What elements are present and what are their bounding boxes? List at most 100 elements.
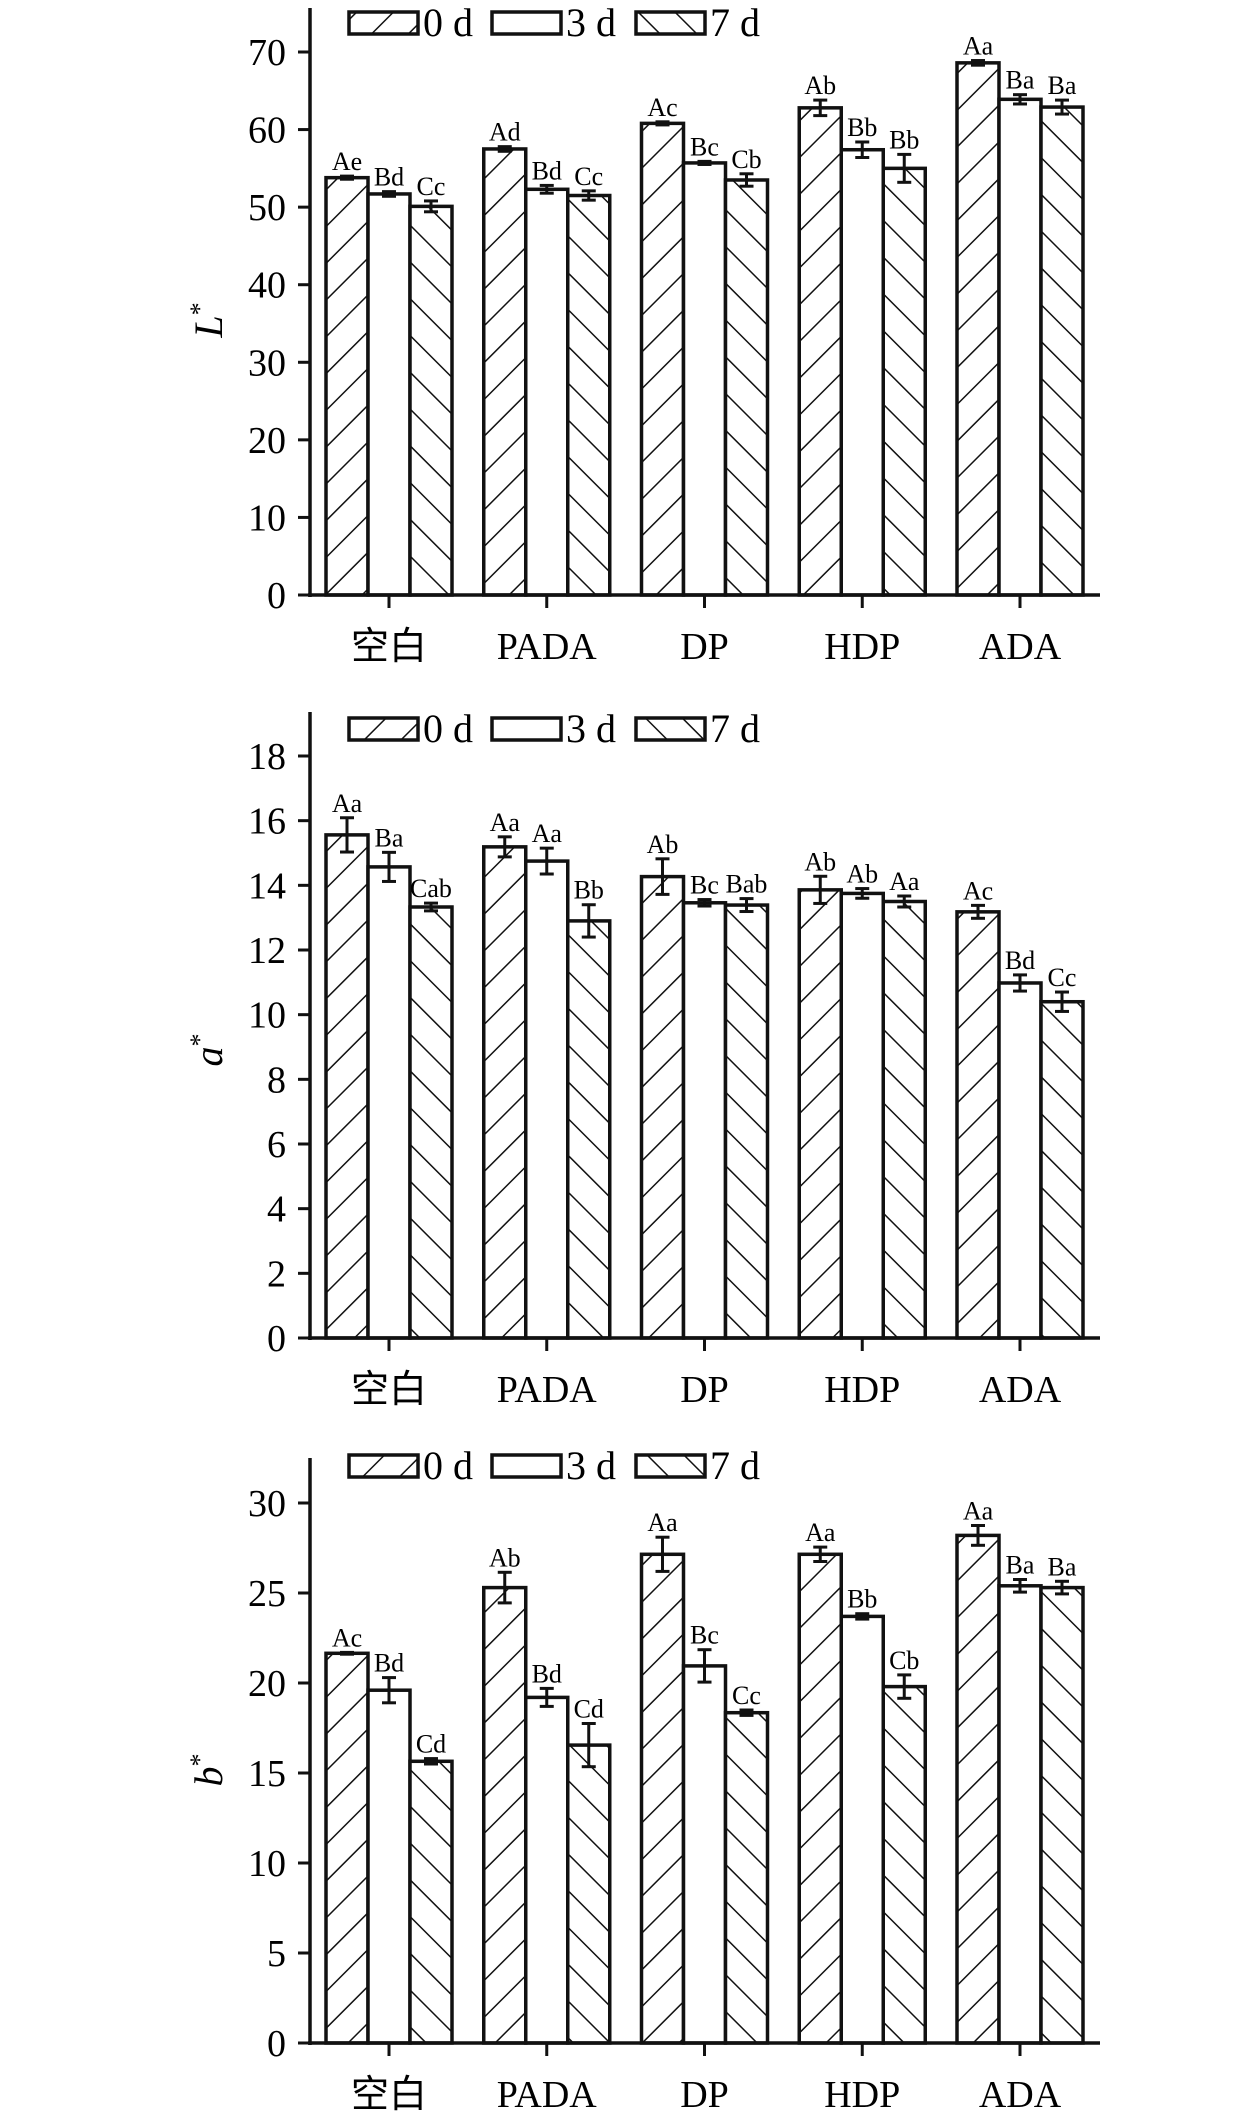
error-bar (497, 145, 512, 153)
y-tick-label: 20 (248, 420, 286, 462)
bar (408, 905, 454, 1340)
y-tick-label: 15 (248, 1753, 286, 1795)
legend-swatch (347, 1453, 420, 1479)
x-tick-label: HDP (824, 626, 900, 668)
x-tick-label: DP (680, 2074, 729, 2116)
error-bar (581, 903, 596, 939)
bar (324, 833, 370, 1340)
error-bar (655, 1535, 670, 1573)
error-bar (581, 189, 596, 202)
bar (408, 1759, 454, 2045)
bar (797, 1552, 843, 2045)
significance-label: Cc (732, 1681, 761, 1710)
bar (881, 1684, 927, 2045)
significance-label: Ad (489, 118, 521, 147)
significance-label: Cd (416, 1730, 446, 1759)
bar (566, 919, 612, 1340)
error-bar (497, 835, 512, 859)
significance-label: Aa (647, 1508, 678, 1537)
y-tick-label: 10 (248, 995, 286, 1037)
y-axis-label-text: L (186, 315, 231, 338)
significance-label: Ac (332, 1623, 362, 1652)
bar (839, 147, 885, 597)
error-bar (971, 1524, 985, 1547)
bar (955, 1533, 1001, 2045)
error-bar (1013, 1578, 1027, 1594)
bar (955, 910, 1001, 1340)
bar (723, 903, 770, 1340)
significance-label: Bc (690, 132, 719, 161)
bar (639, 121, 686, 597)
y-tick-label: 50 (248, 187, 286, 229)
error-bar (581, 1722, 596, 1769)
error-bar (813, 1545, 828, 1563)
legend-label: 7 d (710, 1443, 760, 1488)
bar (366, 192, 412, 597)
x-tick-label: HDP (824, 2074, 900, 2116)
significance-label: Cc (417, 172, 446, 201)
significance-label: Bb (847, 1585, 877, 1614)
y-tick-label: 10 (248, 1843, 286, 1885)
error-bar (813, 98, 828, 118)
x-tick-label: DP (680, 626, 729, 668)
significance-label: Ab (846, 860, 878, 889)
significance-label: Bd (532, 1659, 562, 1688)
significance-label: Bc (690, 871, 719, 900)
error-bar (697, 1648, 712, 1684)
y-tick-label: 60 (248, 110, 286, 152)
bar (723, 178, 770, 597)
error-bar (497, 1570, 512, 1605)
bar (997, 1584, 1043, 2045)
y-tick-label: 5 (267, 1933, 286, 1975)
y-tick-label: 16 (248, 801, 286, 843)
legend-label: 0 d (423, 0, 473, 45)
error-bar (340, 816, 354, 854)
error-bar (739, 897, 754, 914)
y-axis-label: L* (185, 302, 231, 338)
significance-label: Bd (532, 156, 562, 185)
significance-label: Cc (1048, 963, 1077, 992)
bar (566, 193, 612, 597)
error-bar (539, 846, 554, 876)
error-bar (655, 120, 670, 127)
significance-label: Cb (889, 1646, 919, 1675)
error-bar (340, 174, 354, 181)
legend: 0 d 3 d 7 d (347, 1443, 760, 1488)
significance-label: Aa (332, 789, 363, 818)
significance-label: Ae (332, 147, 362, 176)
error-bar (897, 152, 912, 184)
legend-label: 3 d (566, 0, 616, 45)
significance-label: Aa (490, 808, 521, 837)
x-tick-label: ADA (979, 626, 1062, 668)
significance-label: Ab (489, 1543, 521, 1572)
y-tick-label: 0 (267, 575, 286, 617)
legend-swatch (490, 716, 563, 742)
y-tick-label: 12 (248, 930, 286, 972)
bar (681, 901, 728, 1340)
significance-label: Bd (374, 1649, 404, 1678)
bar (524, 859, 570, 1340)
bar (639, 1552, 686, 2045)
x-tick-label: 空白 (351, 626, 427, 668)
x-tick-label: 空白 (351, 2074, 427, 2116)
bar (524, 187, 570, 597)
y-tick-label: 10 (248, 497, 286, 539)
y-tick-label: 30 (248, 342, 286, 384)
bar (566, 1743, 612, 2045)
significance-label: Cd (574, 1695, 604, 1724)
bar (1039, 999, 1085, 1340)
legend-swatch (634, 1453, 707, 1479)
error-bar (855, 887, 870, 900)
error-bar (971, 59, 985, 67)
x-tick-label: DP (680, 1369, 729, 1411)
error-bar (539, 1686, 554, 1708)
error-bar (424, 901, 438, 913)
y-axis-label: b* (185, 1754, 231, 1787)
error-bar (655, 857, 670, 896)
y-tick-label: 2 (267, 1253, 286, 1295)
bar (797, 106, 843, 597)
bar (797, 888, 843, 1340)
y-tick-label: 30 (248, 1483, 286, 1525)
error-bar (855, 140, 870, 159)
